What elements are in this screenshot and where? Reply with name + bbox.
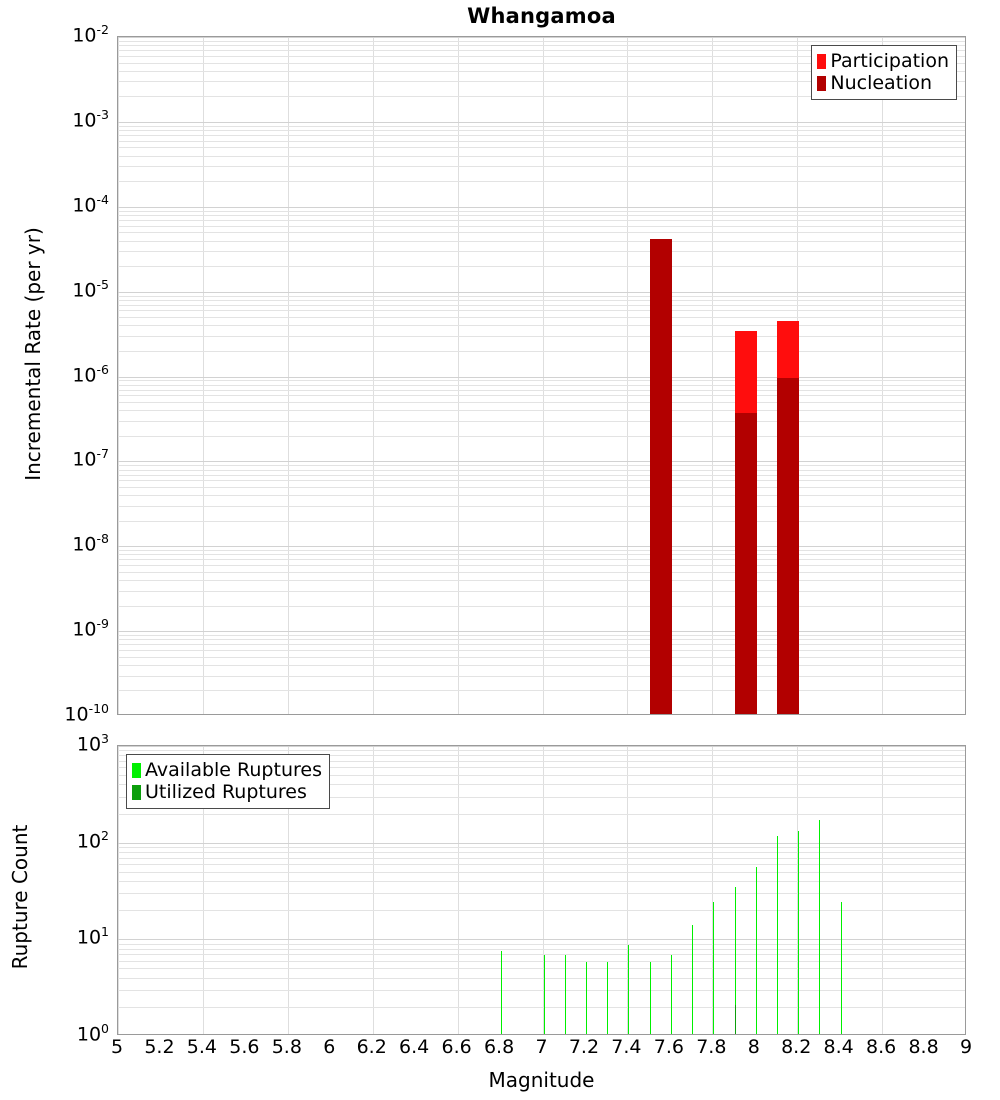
legend-label: Utilized Ruptures [145, 781, 307, 803]
bar [735, 331, 757, 715]
x-axis-tick-label: 7.6 [654, 1038, 684, 1057]
bar-segment [777, 378, 799, 714]
x-axis-tick-label: 6 [323, 1038, 335, 1057]
bar [650, 239, 672, 714]
x-axis-tick-label: 7.2 [569, 1038, 599, 1057]
page-title: Whangamoa [117, 4, 966, 28]
x-axis-tick-label: 6.6 [441, 1038, 471, 1057]
y-axis-tick-label: 103 [0, 733, 109, 754]
x-axis-tick-label: 5 [111, 1038, 123, 1057]
legend-item-utilized-ruptures: Utilized Ruptures [132, 781, 322, 803]
bar [735, 887, 736, 1034]
incremental-rate-panel: Participation Nucleation [117, 36, 966, 715]
bar [777, 836, 778, 1034]
x-axis-tick-label: 8.4 [824, 1038, 854, 1057]
rupture-count-panel: Available Ruptures Utilized Ruptures [117, 745, 966, 1035]
x-axis-tick-label: 6.8 [484, 1038, 514, 1057]
bar-segment [650, 239, 672, 714]
legend-label: Nucleation [830, 72, 932, 94]
x-axis-tick-label: 6.4 [399, 1038, 429, 1057]
y-axis-tick-label: 10-7 [0, 448, 109, 469]
bar [650, 962, 651, 1034]
bar [692, 925, 693, 1034]
nucleation-swatch-icon [817, 76, 826, 91]
x-axis-tick-label: 6.2 [357, 1038, 387, 1057]
x-axis-tick-label: 7 [535, 1038, 547, 1057]
bar [586, 962, 587, 1034]
x-axis-tick-label: 8.6 [866, 1038, 896, 1057]
bar [777, 321, 799, 714]
bar [756, 867, 757, 1034]
bar [671, 955, 672, 1034]
bar [607, 962, 608, 1034]
bar-segment [735, 1005, 736, 1034]
bar [628, 945, 629, 1034]
bars-incremental-rate [118, 37, 965, 714]
chart-root: Whangamoa Participation Nucleation Avail… [0, 0, 1000, 1100]
x-axis-tick-label: 7.8 [696, 1038, 726, 1057]
x-axis-label: Magnitude [117, 1068, 966, 1092]
x-axis-tick-label: 5.6 [229, 1038, 259, 1057]
available-ruptures-swatch-icon [132, 763, 141, 778]
y-axis-tick-label: 10-5 [0, 279, 109, 300]
legend-item-nucleation: Nucleation [817, 72, 949, 94]
y-axis-tick-label: 10-9 [0, 618, 109, 639]
bar [819, 820, 820, 1034]
y-axis-tick-label: 10-4 [0, 194, 109, 215]
bar [544, 955, 545, 1034]
y-axis-tick-label: 10-3 [0, 109, 109, 130]
bar [501, 951, 502, 1034]
x-axis-tick-label: 5.2 [144, 1038, 174, 1057]
legend-item-available-ruptures: Available Ruptures [132, 759, 322, 781]
legend-item-participation: Participation [817, 50, 949, 72]
legend-label: Participation [830, 50, 949, 72]
y-axis-label-top: Incremental Rate (per yr) [21, 74, 45, 634]
bar [841, 902, 842, 1034]
legend-rupture-count: Available Ruptures Utilized Ruptures [126, 754, 330, 809]
bar-segment [735, 413, 757, 714]
legend-label: Available Ruptures [145, 759, 322, 781]
y-axis-tick-label: 10-6 [0, 364, 109, 385]
y-axis-tick-label: 10-8 [0, 533, 109, 554]
x-axis-tick-label: 8.8 [908, 1038, 938, 1057]
y-axis-tick-label: 10-2 [0, 24, 109, 45]
utilized-ruptures-swatch-icon [132, 785, 141, 800]
y-axis-tick-label: 10-10 [0, 703, 109, 724]
bar [713, 902, 714, 1034]
x-axis-tick-label: 7.4 [611, 1038, 641, 1057]
participation-swatch-icon [817, 54, 826, 69]
legend-incremental-rate: Participation Nucleation [811, 45, 957, 100]
bar [798, 831, 799, 1034]
x-axis-tick-label: 8.2 [781, 1038, 811, 1057]
y-axis-label-bottom: Rupture Count [8, 787, 32, 1007]
x-axis-tick-label: 5.8 [272, 1038, 302, 1057]
x-axis-tick-label: 8 [748, 1038, 760, 1057]
bar [565, 955, 566, 1034]
y-axis-tick-label: 100 [0, 1023, 109, 1044]
x-axis-tick-label: 9 [960, 1038, 972, 1057]
x-axis-tick-label: 5.4 [187, 1038, 217, 1057]
